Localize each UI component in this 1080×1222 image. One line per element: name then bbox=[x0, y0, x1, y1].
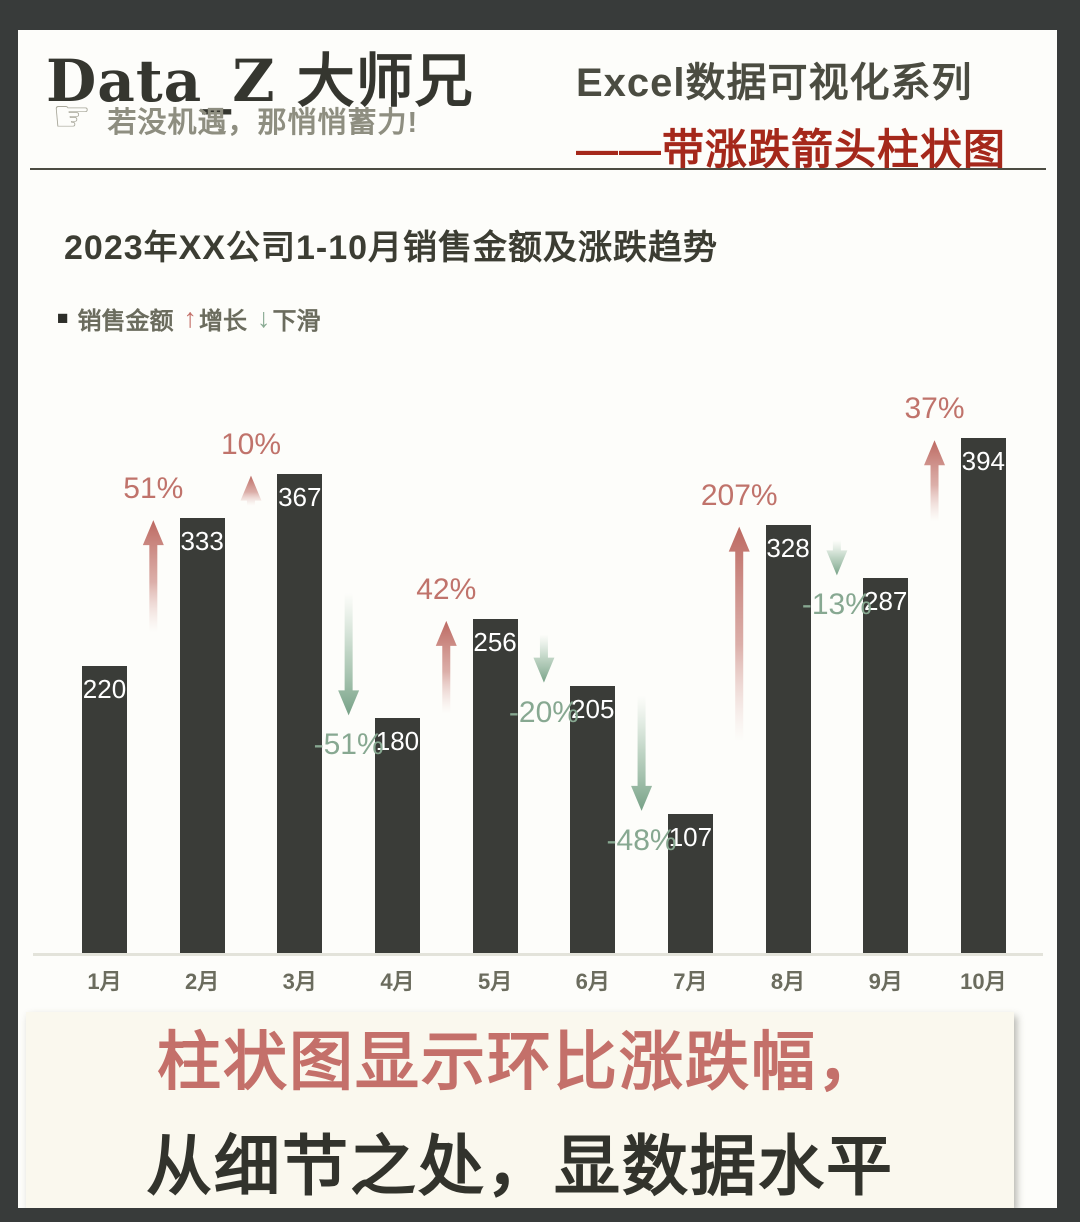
legend-down-label: 下滑 bbox=[272, 308, 321, 335]
motto-text: 若没机遇，那悄悄蓄力! bbox=[107, 107, 419, 139]
legend-bar-swatch-icon: ■ bbox=[57, 307, 69, 329]
bar: 180 bbox=[374, 718, 420, 954]
chart-title: 2023年XX公司1-10月销售金额及涨跌趋势 bbox=[64, 229, 719, 267]
pointing-hand-icon: ☞ bbox=[52, 92, 92, 141]
x-axis-tick-label: 10月 bbox=[960, 969, 1007, 994]
up-arrow bbox=[240, 475, 262, 506]
down-arrow bbox=[631, 695, 653, 811]
summary-banner: 柱状图显示环比涨跌幅， 从细节之处，显数据水平 bbox=[26, 1012, 1014, 1208]
bar-value-label: 394 bbox=[961, 446, 1006, 477]
bar-value-label: 328 bbox=[766, 532, 810, 563]
bar: 287 bbox=[863, 578, 909, 954]
bar-value-label: 205 bbox=[571, 693, 615, 724]
bar: 220 bbox=[82, 666, 127, 954]
bar-value-label: 367 bbox=[278, 481, 322, 512]
banner-line2: 从细节之处，显数据水平 bbox=[146, 1129, 894, 1203]
legend-up-arrow-icon: ↑ bbox=[183, 303, 197, 333]
motto-row: ☞ 若没机遇，那悄悄蓄力! bbox=[52, 92, 419, 142]
change-percent-label: 51% bbox=[123, 472, 184, 506]
bar: 107 bbox=[667, 813, 713, 954]
bar-value-label: 180 bbox=[375, 726, 420, 757]
bar: 256 bbox=[472, 618, 518, 954]
change-percent-label: -48% bbox=[606, 823, 677, 857]
x-axis-tick-label: 1月 bbox=[87, 969, 122, 994]
bar: 205 bbox=[570, 685, 616, 954]
down-arrow bbox=[533, 634, 555, 683]
change-percent-label: -51% bbox=[313, 728, 384, 762]
change-percent-label: 207% bbox=[700, 478, 778, 512]
up-arrow bbox=[924, 440, 946, 522]
bar-value-label: 220 bbox=[82, 674, 127, 705]
bar-value-label: 256 bbox=[473, 626, 517, 657]
bar: 328 bbox=[765, 524, 811, 954]
legend-bar-label: 销售金额 bbox=[77, 308, 174, 335]
up-arrow bbox=[728, 526, 750, 742]
bar: 333 bbox=[179, 518, 225, 954]
x-axis-tick-label: 5月 bbox=[477, 969, 513, 994]
change-percent-label: -20% bbox=[508, 695, 579, 729]
bar-value-label: 107 bbox=[668, 821, 713, 852]
x-axis-tick-label: 3月 bbox=[282, 969, 317, 994]
x-axis-tick-label: 8月 bbox=[770, 969, 806, 994]
series-title: Excel数据可视化系列 bbox=[576, 61, 973, 105]
banner-line1: 柱状图显示环比涨跌幅， bbox=[157, 1026, 883, 1098]
series-title-block: Excel数据可视化系列 ——带涨跌箭头柱状图 bbox=[576, 50, 1006, 177]
x-axis-tick-label: 2月 bbox=[185, 969, 220, 994]
up-arrow bbox=[435, 620, 457, 714]
down-arrow bbox=[826, 540, 848, 576]
bar: 367 bbox=[277, 473, 323, 954]
up-arrow bbox=[142, 520, 164, 633]
x-axis-line bbox=[33, 953, 1043, 956]
x-axis-tick-label: 6月 bbox=[575, 969, 610, 994]
legend-up-label: 增长 bbox=[198, 308, 247, 335]
bar-value-label: 287 bbox=[863, 586, 908, 617]
x-axis-tick-label: 9月 bbox=[868, 969, 903, 994]
change-percent-label: 42% bbox=[416, 572, 477, 606]
legend-down-arrow-icon: ↓ bbox=[256, 303, 271, 333]
change-percent-label: 37% bbox=[904, 392, 965, 426]
series-subtitle: ——带涨跌箭头柱状图 bbox=[576, 126, 1007, 173]
x-axis-tick-label: 7月 bbox=[673, 969, 708, 994]
bar-value-label: 333 bbox=[180, 526, 224, 557]
down-arrow bbox=[338, 592, 360, 716]
change-percent-label: -13% bbox=[801, 588, 872, 622]
bar: 394 bbox=[960, 438, 1006, 954]
change-percent-label: 10% bbox=[220, 427, 281, 461]
chart-legend: ■ 销售金额 ↑ 增长 ↓ 下滑 bbox=[57, 301, 320, 336]
x-axis-tick-label: 4月 bbox=[380, 969, 415, 994]
header-divider bbox=[30, 168, 1046, 170]
brand-title: Data_Z 大师兄 bbox=[46, 47, 474, 115]
